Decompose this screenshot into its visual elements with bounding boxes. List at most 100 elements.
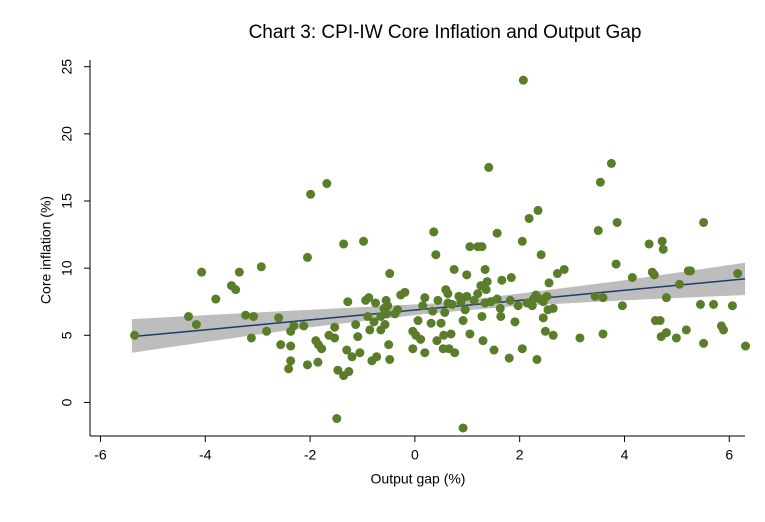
point xyxy=(627,273,637,283)
point xyxy=(649,270,659,280)
point xyxy=(477,242,487,252)
chart-title: Chart 3: CPI-IW Core Inflation and Outpu… xyxy=(249,22,642,43)
x-tick-label: 2 xyxy=(516,447,524,463)
y-tick-label: 10 xyxy=(59,260,75,276)
point xyxy=(436,318,446,328)
point xyxy=(681,325,691,335)
point xyxy=(274,313,284,323)
point xyxy=(481,285,491,295)
x-tick-label: -2 xyxy=(304,447,317,463)
point xyxy=(612,217,622,227)
point xyxy=(286,341,296,351)
y-tick-label: 15 xyxy=(59,193,75,209)
point xyxy=(513,301,523,311)
point xyxy=(644,239,654,249)
point xyxy=(527,301,537,311)
point xyxy=(465,242,475,252)
point xyxy=(658,244,668,254)
point xyxy=(575,333,585,343)
y-tick-label: 0 xyxy=(59,398,75,406)
point xyxy=(611,259,621,269)
point xyxy=(426,318,436,328)
point xyxy=(339,239,349,249)
point xyxy=(517,344,527,354)
point xyxy=(478,336,488,346)
point xyxy=(727,301,737,311)
point xyxy=(306,189,316,199)
point xyxy=(598,293,608,303)
point xyxy=(593,226,603,236)
point xyxy=(343,297,353,307)
point xyxy=(440,307,450,317)
point xyxy=(347,352,357,362)
point xyxy=(385,269,395,279)
point xyxy=(289,321,299,331)
point xyxy=(446,329,456,339)
point xyxy=(413,316,423,326)
point xyxy=(197,267,207,277)
point xyxy=(439,330,449,340)
point xyxy=(699,217,709,227)
point xyxy=(383,301,393,311)
point xyxy=(432,336,442,346)
point xyxy=(518,75,528,85)
point xyxy=(284,364,294,374)
point xyxy=(719,325,729,335)
point xyxy=(344,367,354,377)
point xyxy=(332,414,342,424)
point xyxy=(302,252,312,262)
point xyxy=(262,326,272,336)
point xyxy=(595,177,605,187)
point xyxy=(369,317,379,327)
point xyxy=(504,353,514,363)
point xyxy=(540,326,550,336)
point xyxy=(256,262,266,272)
point xyxy=(351,320,361,330)
point xyxy=(496,311,506,321)
point xyxy=(484,162,494,172)
point xyxy=(371,298,381,308)
point xyxy=(695,299,705,309)
point xyxy=(384,340,394,350)
point xyxy=(661,293,671,303)
point xyxy=(533,205,543,215)
point xyxy=(544,278,554,288)
point xyxy=(355,348,365,358)
point xyxy=(286,356,296,366)
fit-line xyxy=(131,278,746,338)
point xyxy=(211,294,221,304)
point xyxy=(365,325,375,335)
point xyxy=(458,423,468,433)
point xyxy=(617,301,627,311)
point xyxy=(363,311,373,321)
x-tick-label: 6 xyxy=(725,447,733,463)
point xyxy=(492,294,502,304)
point xyxy=(671,333,681,343)
point xyxy=(462,291,472,301)
point xyxy=(130,330,140,340)
point xyxy=(447,299,457,309)
point xyxy=(538,313,548,323)
point xyxy=(353,332,363,342)
point xyxy=(450,348,460,358)
point xyxy=(380,320,390,330)
point xyxy=(699,338,709,348)
point xyxy=(510,317,520,327)
point xyxy=(590,291,600,301)
point xyxy=(246,333,256,343)
point xyxy=(322,179,332,189)
y-tick-label: 25 xyxy=(59,59,75,75)
point xyxy=(333,365,343,375)
point xyxy=(598,329,608,339)
point xyxy=(524,213,534,223)
point xyxy=(741,341,751,351)
point xyxy=(184,311,194,321)
point xyxy=(497,275,507,285)
point xyxy=(657,236,667,246)
point xyxy=(675,279,684,289)
point xyxy=(548,303,558,313)
point xyxy=(489,345,499,355)
point xyxy=(532,354,542,364)
point xyxy=(418,301,428,311)
